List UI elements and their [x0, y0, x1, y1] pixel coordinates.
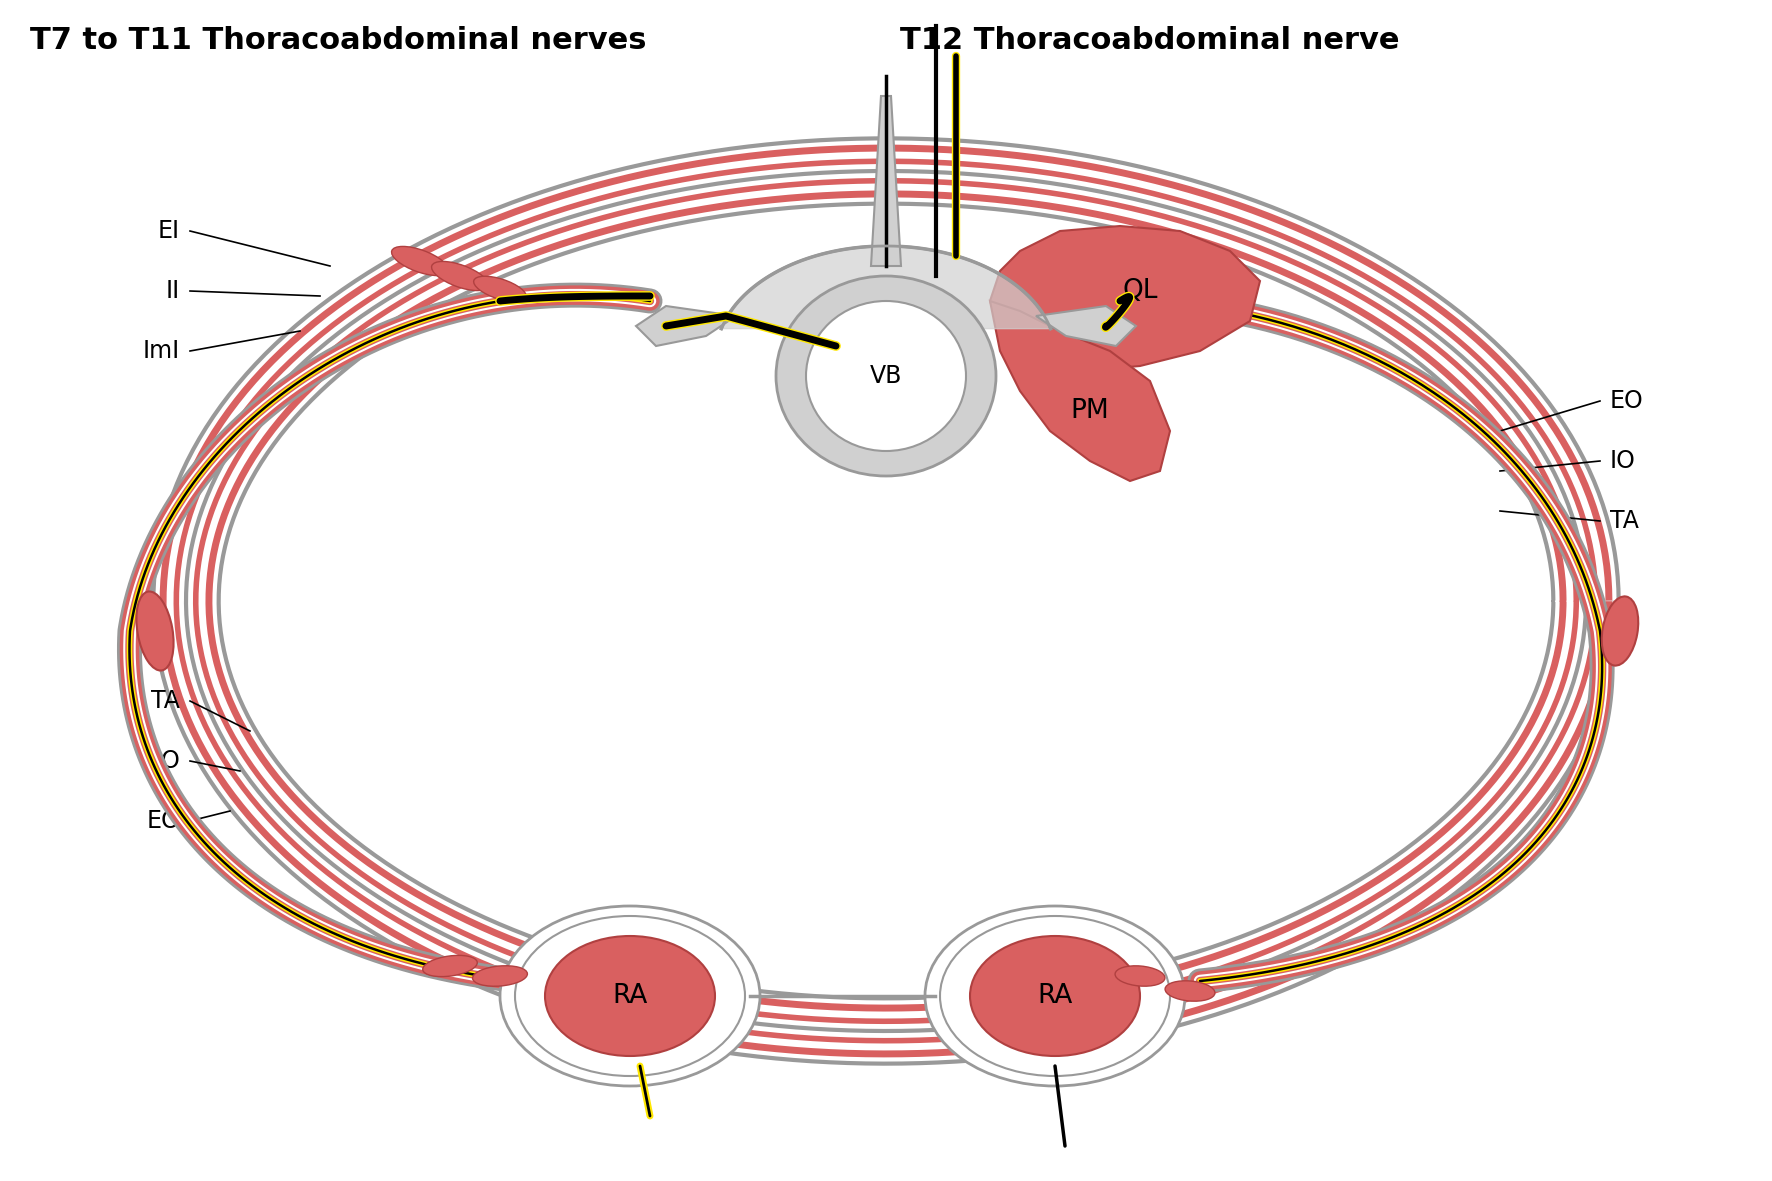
Polygon shape — [991, 301, 1170, 481]
Text: TA: TA — [1611, 509, 1639, 533]
Ellipse shape — [925, 906, 1185, 1087]
Polygon shape — [991, 226, 1260, 371]
Ellipse shape — [776, 276, 996, 476]
Ellipse shape — [432, 261, 489, 291]
Text: ImI: ImI — [144, 339, 181, 363]
Ellipse shape — [473, 966, 528, 986]
Polygon shape — [872, 96, 900, 266]
Ellipse shape — [516, 916, 744, 1076]
Text: PM: PM — [1070, 398, 1109, 424]
Text: TA: TA — [151, 689, 181, 713]
Text: QL: QL — [1122, 278, 1157, 304]
Ellipse shape — [136, 592, 174, 671]
Polygon shape — [636, 306, 735, 346]
Ellipse shape — [939, 916, 1170, 1076]
Text: EO: EO — [147, 809, 181, 833]
Ellipse shape — [1164, 980, 1216, 1001]
Ellipse shape — [969, 937, 1139, 1056]
Polygon shape — [721, 246, 1051, 328]
Ellipse shape — [546, 937, 714, 1056]
Ellipse shape — [806, 301, 966, 451]
Text: EO: EO — [1611, 389, 1644, 413]
Ellipse shape — [1602, 596, 1639, 666]
Text: RA: RA — [613, 983, 647, 1009]
Text: II: II — [167, 279, 181, 304]
Polygon shape — [1037, 306, 1136, 346]
Text: EI: EI — [158, 218, 181, 243]
Text: IO: IO — [154, 749, 181, 774]
Ellipse shape — [424, 955, 477, 977]
Text: T12 Thoracoabdominal nerve: T12 Thoracoabdominal nerve — [900, 26, 1400, 56]
Ellipse shape — [500, 906, 760, 1087]
Text: IO: IO — [1611, 449, 1636, 474]
Text: T7 to T11 Thoracoabdominal nerves: T7 to T11 Thoracoabdominal nerves — [30, 26, 647, 56]
Ellipse shape — [1115, 966, 1164, 986]
Ellipse shape — [392, 247, 448, 275]
Ellipse shape — [473, 276, 526, 302]
Text: RA: RA — [1037, 983, 1072, 1009]
Text: VB: VB — [870, 364, 902, 389]
